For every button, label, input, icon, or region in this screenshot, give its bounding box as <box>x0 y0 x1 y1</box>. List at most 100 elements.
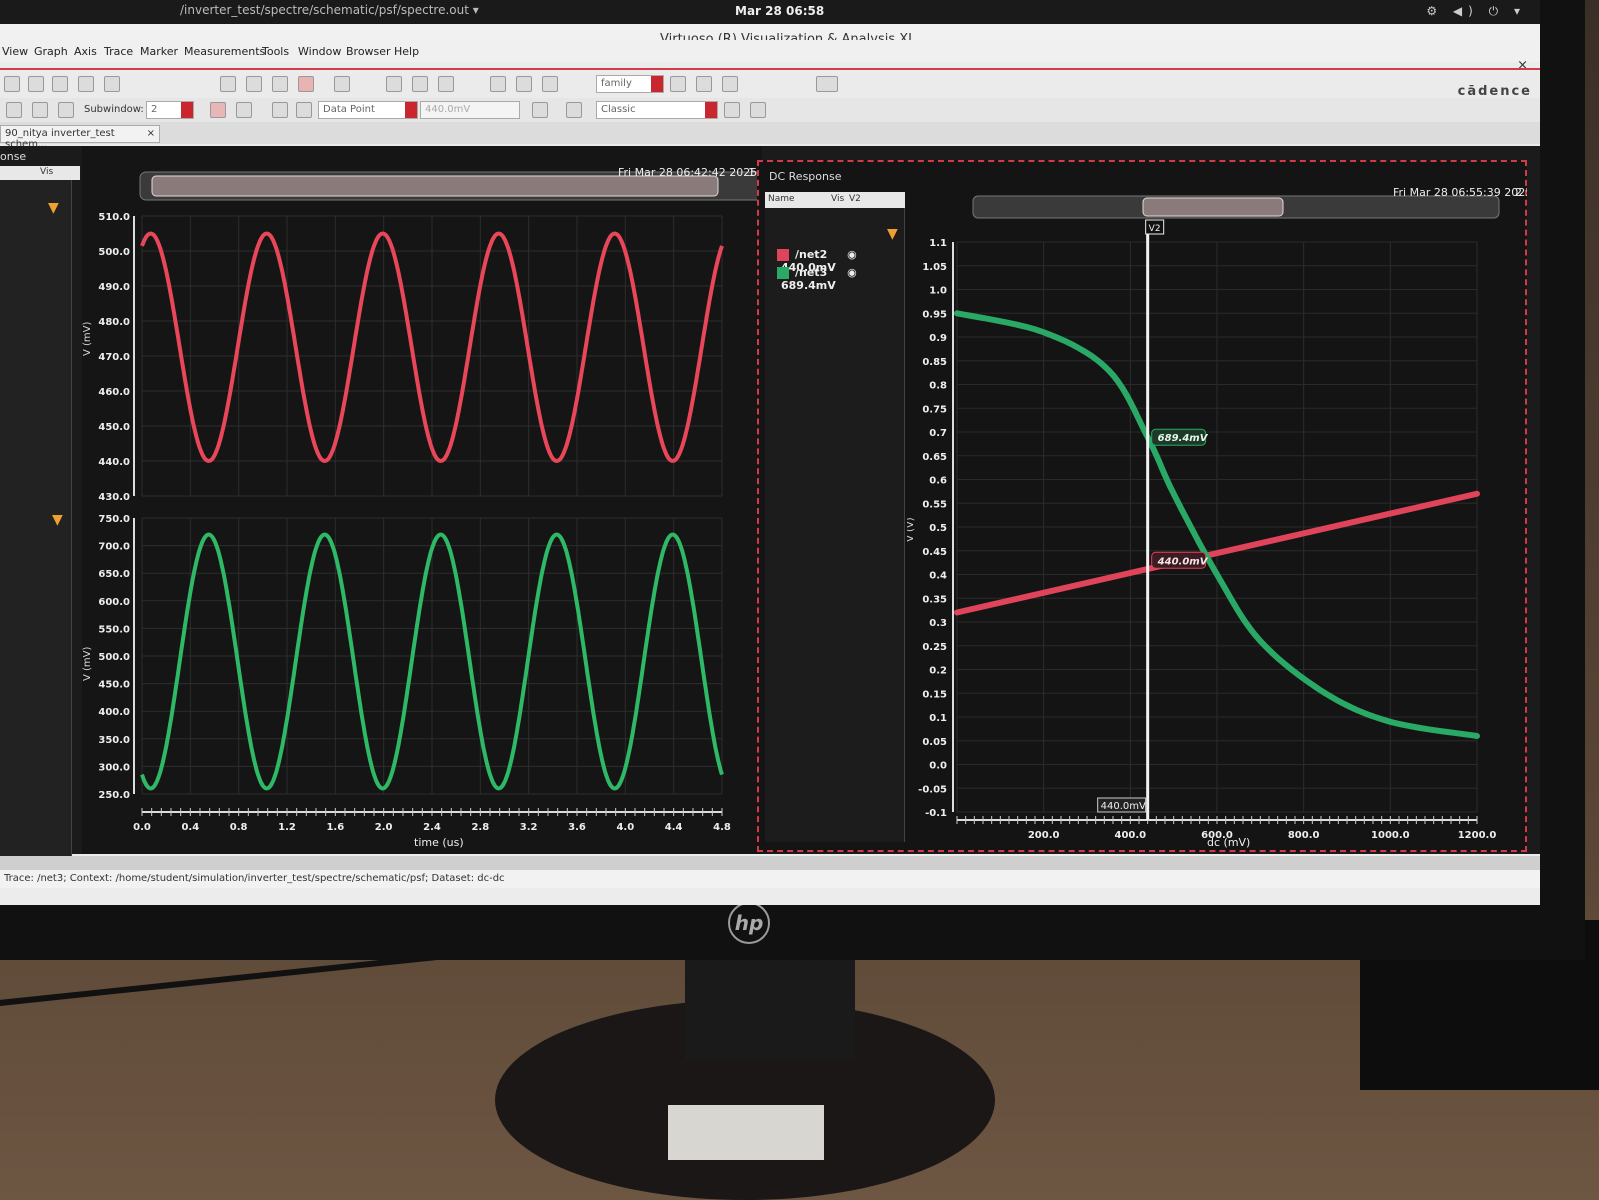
save-icon[interactable] <box>52 76 68 92</box>
layout-strip-icon[interactable] <box>670 76 686 92</box>
legend-item-net2[interactable]: /net2 ◉ 440.0mV <box>777 248 904 274</box>
menu-window[interactable]: Window <box>298 45 342 58</box>
menu-marker[interactable]: Marker <box>140 45 179 58</box>
y-tick-label: 0.1 <box>929 713 947 724</box>
x-tick-label: 4.4 <box>665 822 683 833</box>
x-tick-label: 1000.0 <box>1371 830 1410 841</box>
layout-grid-icon[interactable] <box>696 76 712 92</box>
v2-marker[interactable]: V2 440.0mV 689.4mV 440.0mV <box>1097 219 1209 820</box>
filter-icon[interactable]: ▼ <box>48 200 59 216</box>
y-tick-label: 500.0 <box>98 652 130 663</box>
y-tick-label: 0.65 <box>922 452 947 463</box>
dc-grid <box>956 241 1478 813</box>
pan-icon[interactable] <box>542 76 558 92</box>
menu-axis[interactable]: Axis <box>74 45 97 58</box>
delete-icon[interactable] <box>298 76 314 92</box>
menu-view[interactable]: View <box>2 45 29 58</box>
y-tick-label: 0.85 <box>922 357 947 368</box>
print-icon[interactable] <box>78 76 94 92</box>
y-tick-label: 0.15 <box>922 689 947 700</box>
copy-icon[interactable] <box>246 76 262 92</box>
zoom-y-icon[interactable] <box>516 76 532 92</box>
flag-icon[interactable] <box>210 102 226 118</box>
layout-tile-icon[interactable] <box>722 76 738 92</box>
system-clock[interactable]: Mar 28 06:58 <box>735 4 825 18</box>
menu-measurements[interactable]: Measurements <box>184 45 266 58</box>
bar-marker-icon[interactable] <box>296 102 312 118</box>
close-icon[interactable]: × <box>146 128 155 139</box>
y-tick-label: 0.55 <box>922 499 947 510</box>
dc-plot[interactable]: Fri Mar 28 06:55:39 2025 2 1.1 1.05 1.0 0.9… <box>907 162 1527 854</box>
y-tick-label: 450.0 <box>98 680 130 691</box>
y-tick-label: 0.4 <box>929 571 947 582</box>
style-combo[interactable]: Classic <box>596 101 718 119</box>
x-tick-label: 4.8 <box>713 822 731 833</box>
menu-browser[interactable]: Browser <box>346 45 391 58</box>
eye-icon[interactable]: ◉ <box>847 266 857 279</box>
left-panel-title: onse <box>0 150 27 163</box>
x-tick-label: 2.8 <box>471 822 489 833</box>
menu-trace[interactable]: Trace <box>104 45 134 58</box>
paste-icon[interactable] <box>272 76 288 92</box>
split-icon[interactable] <box>32 102 48 118</box>
chevron-down-icon <box>181 102 193 118</box>
zoom-fit-icon[interactable] <box>334 76 350 92</box>
filter-icon[interactable]: ▼ <box>887 226 898 242</box>
system-tray-icons[interactable]: ⚙ ◀) ⏻ ▾ <box>1426 4 1526 18</box>
zoom-x-icon[interactable] <box>490 76 506 92</box>
vis-column-header[interactable]: Vis <box>0 166 80 180</box>
zoom-in-icon[interactable] <box>386 76 402 92</box>
x-tick-label: 0.4 <box>181 822 199 833</box>
net3-waveform <box>140 532 724 791</box>
close-icon[interactable]: × <box>1517 58 1528 73</box>
menu-graph[interactable]: Graph <box>34 45 68 58</box>
y-tick-label: 430.0 <box>98 492 130 503</box>
dc-scrollbar-thumb[interactable] <box>1142 197 1284 217</box>
chart-bar-icon[interactable] <box>532 102 548 118</box>
eye-icon[interactable]: ◉ <box>847 248 857 261</box>
net2-swatch <box>777 249 789 261</box>
data-point-value: Data Point <box>323 104 375 115</box>
export-image-icon[interactable] <box>750 102 766 118</box>
menu-tools[interactable]: Tools <box>262 45 290 58</box>
tab-inverter-test[interactable]: 90_nitya inverter_test schem... × <box>0 125 160 150</box>
tab-label: 90_nitya inverter_test schem... <box>5 128 115 150</box>
dc-subwindow-index: 2 <box>1515 186 1522 199</box>
name-column-header[interactable]: Name <box>768 194 795 204</box>
net2-name: /net2 <box>795 248 828 261</box>
stack-icon[interactable] <box>6 102 22 118</box>
trace-context-text: Trace: /net3; Context: /home/student/sim… <box>4 873 505 884</box>
family-combo[interactable]: family <box>596 75 664 93</box>
table-icon[interactable] <box>816 76 838 92</box>
y-tick-label: 250.0 <box>98 790 130 801</box>
filter-icon[interactable]: ▼ <box>52 512 63 528</box>
zoom-box-icon[interactable] <box>438 76 454 92</box>
legend-item-net3[interactable]: /net3 ◉ 689.4mV <box>777 266 904 292</box>
y-tick-label: 0.5 <box>929 523 947 534</box>
x-tick-label: 4.0 <box>616 822 634 833</box>
zoom-out-icon[interactable] <box>412 76 428 92</box>
lower-y-axis-label: V (mV) <box>82 646 93 681</box>
menu-help[interactable]: Help <box>394 45 420 58</box>
grid-icon[interactable] <box>58 102 74 118</box>
open-folder-icon[interactable] <box>28 76 44 92</box>
transient-plot[interactable]: Fri Mar 28 06:42:42 2025 1 510.0 500.0 490… <box>82 146 801 854</box>
screenshot-icon[interactable] <box>104 76 120 92</box>
marker-icon[interactable] <box>236 102 252 118</box>
v2-column-header[interactable]: V2 <box>849 194 861 204</box>
window-path[interactable]: /inverter_test/spectre/schematic/psf/spe… <box>180 3 479 17</box>
dc-list-header: Name Vis V2 <box>765 192 905 208</box>
point-marker-icon[interactable] <box>272 102 288 118</box>
cut-icon[interactable] <box>220 76 236 92</box>
data-point-combo[interactable]: Data Point <box>318 101 418 119</box>
calculator-icon[interactable] <box>566 102 582 118</box>
new-icon[interactable] <box>4 76 20 92</box>
y-tick-label: 350.0 <box>98 735 130 746</box>
subwindow-combo[interactable]: 2 <box>146 101 194 119</box>
time-scrollbar-thumb[interactable] <box>151 175 719 197</box>
vis-column-header[interactable]: Vis <box>831 194 845 204</box>
y-tick-label: 700.0 <box>98 542 130 553</box>
data-point-input[interactable]: 440.0mV <box>420 101 520 119</box>
x-tick-label: 1200.0 <box>1458 830 1497 841</box>
export-icon[interactable] <box>724 102 740 118</box>
